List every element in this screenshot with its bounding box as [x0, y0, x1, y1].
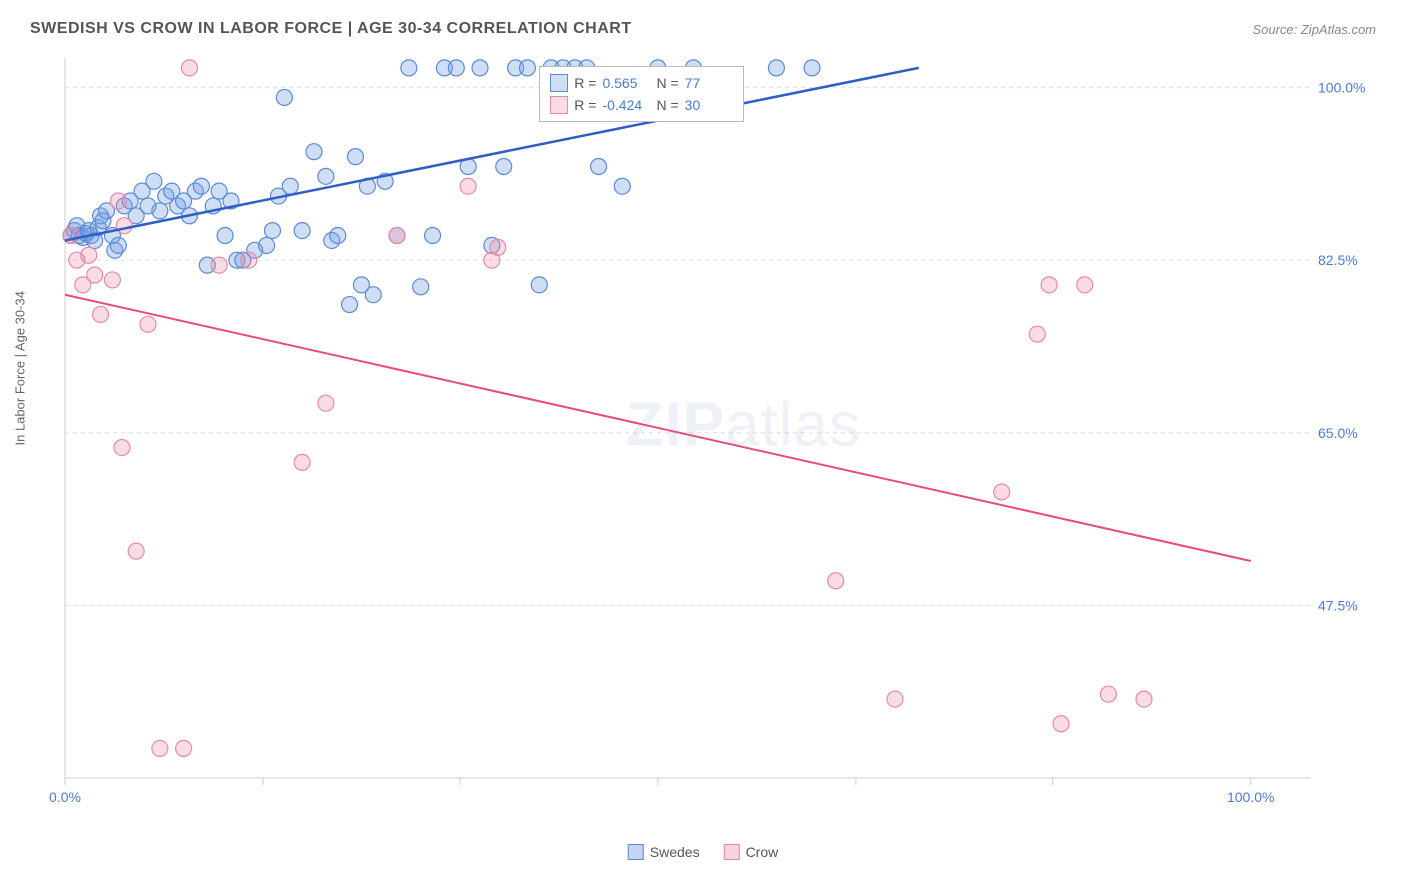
svg-text:47.5%: 47.5%	[1318, 597, 1358, 613]
svg-text:100.0%: 100.0%	[1318, 80, 1365, 96]
stats-legend: R = 0.565 N = 77 R = -0.424 N = 30	[539, 66, 743, 122]
chart-container: SWEDISH VS CROW IN LABOR FORCE | AGE 30-…	[0, 0, 1406, 892]
svg-text:0.0%: 0.0%	[49, 789, 81, 805]
scatter-plot: 47.5% 65.0% 82.5% 100.0% 0.0% 100.0%	[30, 48, 1376, 828]
legend-swatch-swedes	[550, 74, 568, 92]
legend-row-crow: R = -0.424 N = 30	[550, 94, 732, 116]
chart-title: SWEDISH VS CROW IN LABOR FORCE | AGE 30-…	[30, 20, 632, 38]
source-attribution: Source: ZipAtlas.com	[1252, 22, 1376, 37]
svg-text:65.0%: 65.0%	[1318, 425, 1358, 441]
svg-text:100.0%: 100.0%	[1227, 789, 1274, 805]
header: SWEDISH VS CROW IN LABOR FORCE | AGE 30-…	[30, 20, 1376, 38]
svg-text:82.5%: 82.5%	[1318, 252, 1358, 268]
legend-item: Swedes	[628, 844, 700, 860]
legend-row-swedes: R = 0.565 N = 77	[550, 72, 732, 94]
y-axis-label: In Labor Force | Age 30-34	[13, 291, 28, 445]
series-legend: Swedes Crow	[628, 844, 778, 860]
chart-area: In Labor Force | Age 30-34 47.5%65.0%82.…	[30, 48, 1376, 868]
legend-item: Crow	[724, 844, 779, 860]
legend-swatch-crow	[550, 96, 568, 114]
